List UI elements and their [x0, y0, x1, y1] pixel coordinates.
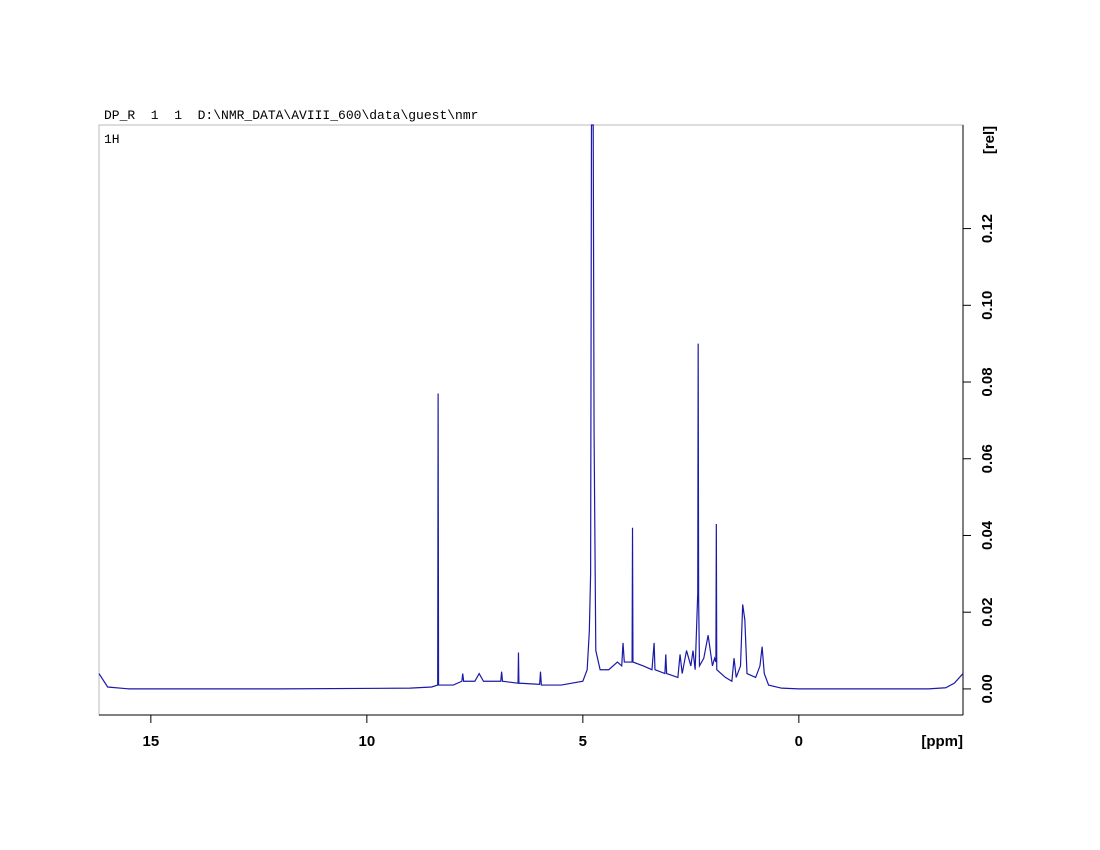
y-tick-label: 0.12 — [979, 214, 996, 243]
plot-frame — [98, 124, 964, 716]
y-tick-label: 0.10 — [979, 291, 996, 320]
y-tick-label: 0.02 — [979, 598, 996, 627]
y-tick-label: 0.06 — [979, 444, 996, 473]
x-tick-label: 5 — [579, 733, 587, 750]
header: DP_R 1 1 D:\NMR_DATA\AVIII_600\data\gues… — [104, 108, 478, 123]
x-tick-label: 10 — [358, 733, 375, 750]
x-tick-label: 15 — [142, 733, 159, 750]
y-tick-label: 0.04 — [979, 520, 996, 550]
spectrum-line — [98, 124, 964, 690]
y-axis-label: [rel] — [981, 126, 998, 154]
annotation: 1H — [104, 132, 120, 147]
y-tick-label: 0.08 — [979, 367, 996, 396]
y-tick-label: 0.00 — [979, 674, 996, 703]
x-tick-label: 0 — [795, 733, 803, 750]
x-axis-label: [ppm] — [921, 733, 963, 750]
